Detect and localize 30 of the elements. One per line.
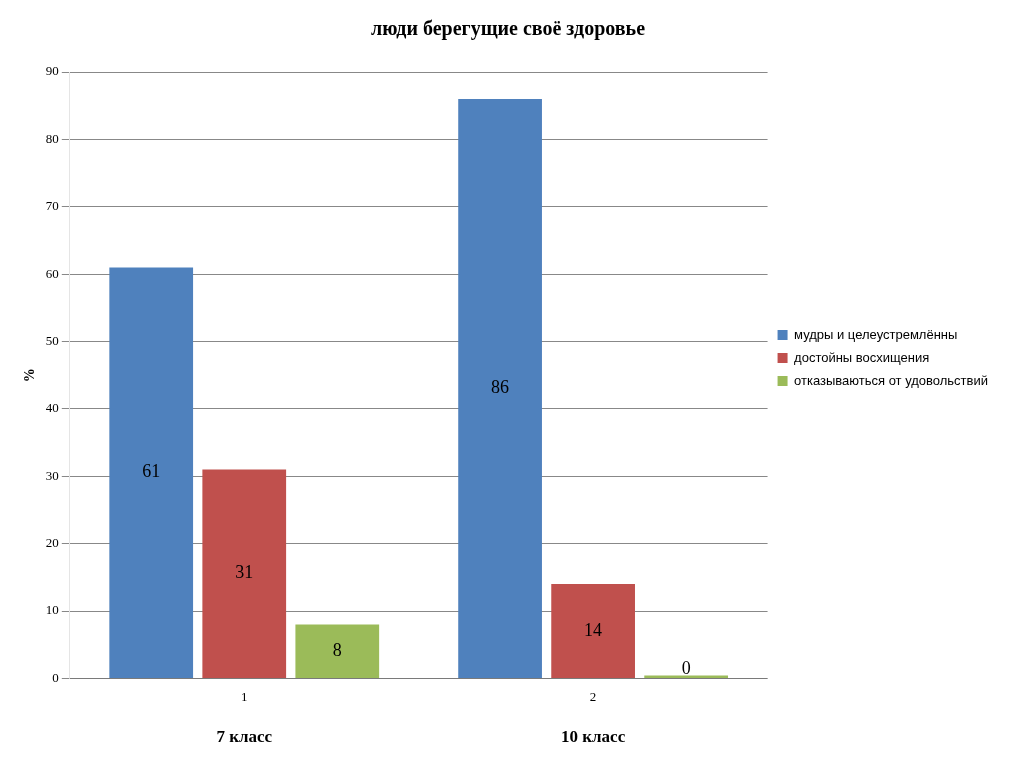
y-tick-label: 80: [45, 130, 59, 146]
y-tick-label: 0: [52, 669, 59, 685]
y-tick-label: 70: [45, 198, 59, 214]
x-tick-label: 1: [240, 688, 248, 704]
bar: [458, 98, 542, 678]
text: 10 класс: [561, 727, 626, 747]
data-label: 0: [681, 658, 691, 679]
text: 7 класс: [216, 727, 273, 747]
y-tick-label: 90: [45, 63, 59, 79]
y-tick-label: 10: [45, 602, 59, 618]
y-tick-label: 50: [45, 332, 59, 348]
bar: [295, 624, 380, 678]
legend-label: мудры и целеустремлённы: [794, 326, 958, 342]
data-label: 61: [142, 461, 161, 482]
data-label: 14: [584, 619, 603, 640]
y-tick-label: 30: [45, 467, 59, 483]
legend-label: отказываються от удовольствий: [794, 372, 988, 388]
bar: [202, 469, 287, 678]
legend-label: достойны восхищения: [794, 349, 930, 365]
y-tick-label: 60: [45, 265, 59, 281]
x-tick-label: 2: [589, 688, 597, 704]
data-label: 8: [332, 639, 342, 660]
y-tick-label: 40: [45, 400, 59, 416]
data-label: 31: [235, 562, 254, 583]
y-axis-title: %: [22, 368, 38, 383]
bar: [109, 267, 194, 678]
bar: [551, 584, 635, 678]
data-label: 86: [491, 377, 510, 398]
chart-title: люди берегущие своё здоровье: [370, 17, 646, 41]
y-tick-label: 20: [45, 535, 59, 551]
